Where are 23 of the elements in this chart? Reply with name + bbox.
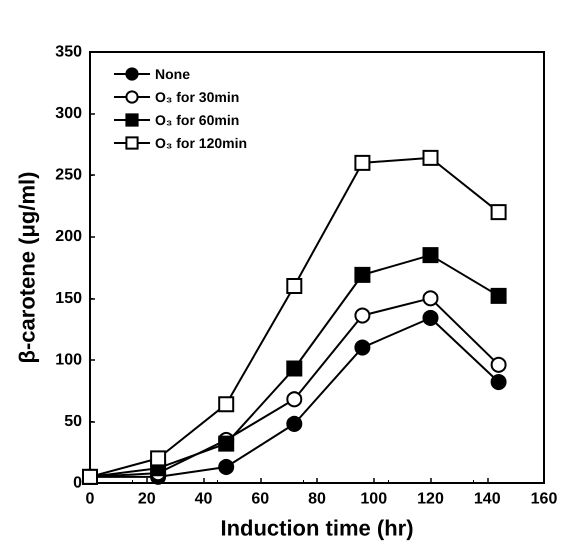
x-tick-label: 120: [417, 490, 444, 508]
legend-label: None: [155, 66, 190, 82]
legend-label: O₃ for 120min: [155, 135, 248, 151]
x-tick-label: 140: [474, 490, 501, 508]
y-tick-label: 0: [73, 474, 82, 492]
x-tick-label: 160: [530, 490, 558, 508]
y-tick-label: 200: [55, 228, 82, 246]
legend-label: O₃ for 30min: [155, 89, 240, 105]
x-tick-label: 40: [194, 490, 212, 508]
x-tick-label: 60: [251, 490, 270, 508]
legend-label: O₃ for 60min: [155, 112, 240, 128]
y-tick-label: 50: [64, 412, 82, 430]
x-tick-label: 80: [308, 490, 326, 508]
y-tick-label: 150: [55, 290, 82, 307]
y-tick-label: 100: [55, 351, 82, 368]
x-tick-label: 100: [360, 490, 388, 508]
x-tick-label: 0: [86, 490, 95, 508]
y-tick-label: 350: [55, 44, 82, 60]
y-tick-label: 250: [55, 166, 82, 184]
y-axis-title: β-carotene (μg/ml): [14, 172, 40, 364]
y-tick-label: 300: [55, 105, 82, 122]
x-axis-title: Induction time (hr): [220, 516, 414, 540]
x-tick-label: 20: [138, 490, 156, 508]
